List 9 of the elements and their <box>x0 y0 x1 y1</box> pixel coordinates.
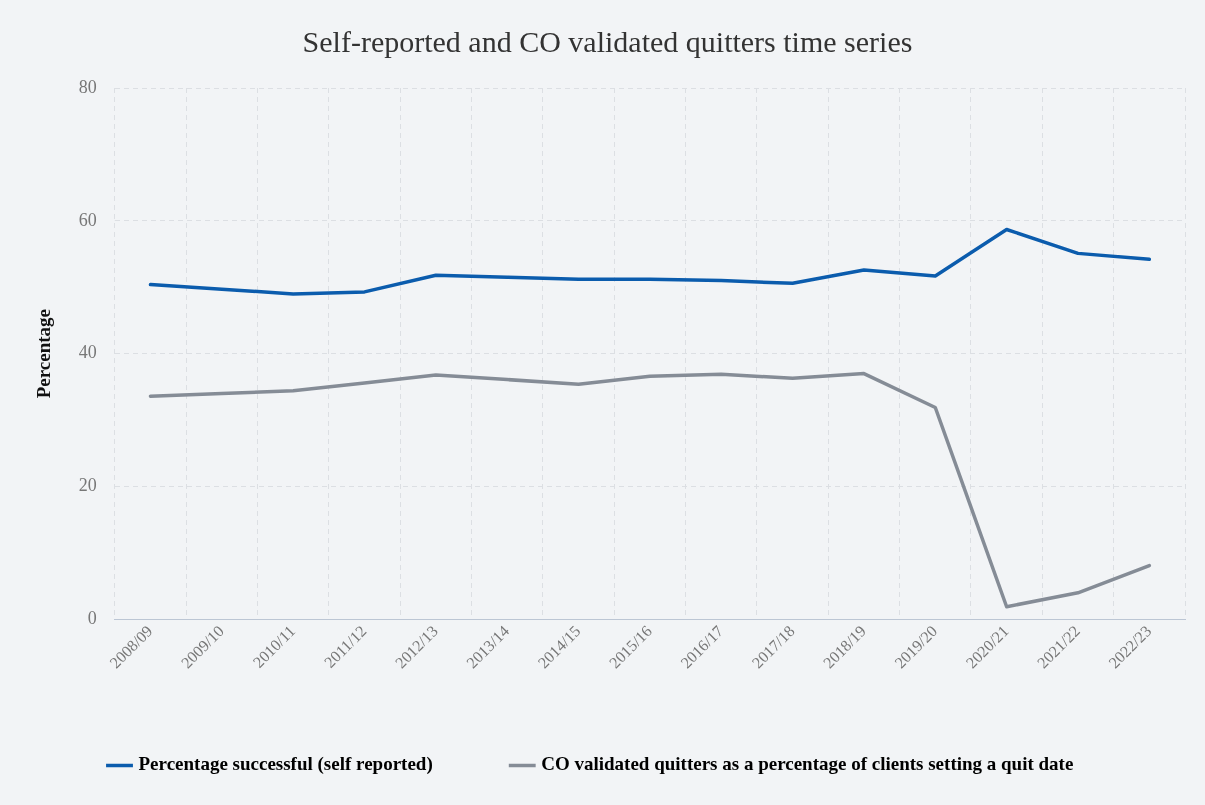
y-tick-label: 0 <box>87 608 97 629</box>
legend-label: CO validated quitters as a percentage of clients setting a quit date <box>541 753 1074 775</box>
chart-title: Self-reported and CO validated quitters time series <box>302 24 913 58</box>
y-tick-label: 80 <box>78 76 97 97</box>
y-tick-label: 40 <box>78 342 97 363</box>
y-axis-title: Percentage <box>33 309 55 399</box>
y-tick-label: 20 <box>78 475 97 496</box>
y-tick-label: 60 <box>78 209 97 230</box>
legend-label: Percentage successful (self reported) <box>138 753 433 776</box>
